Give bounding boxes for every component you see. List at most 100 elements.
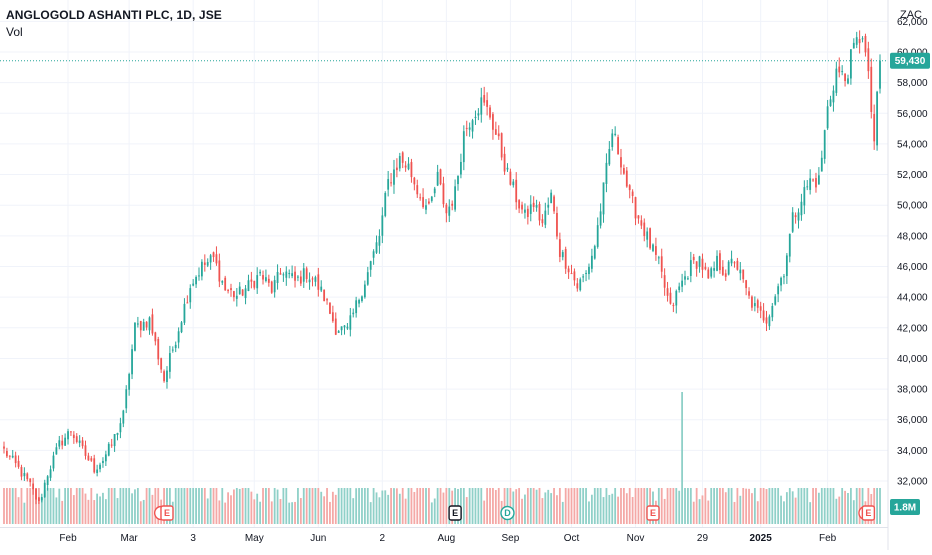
earnings-marker[interactable] xyxy=(448,505,462,521)
candle-body[interactable] xyxy=(634,197,637,219)
candle-body[interactable] xyxy=(139,321,142,331)
candle-body[interactable] xyxy=(620,157,622,168)
candle-body[interactable] xyxy=(6,450,8,457)
candle-body[interactable] xyxy=(780,277,782,286)
candle-body[interactable] xyxy=(198,275,200,277)
candle-body[interactable] xyxy=(582,276,585,278)
candle-body[interactable] xyxy=(567,268,570,273)
candle-body[interactable] xyxy=(631,191,634,197)
candle-body[interactable] xyxy=(462,131,465,163)
candle-body[interactable] xyxy=(166,370,168,383)
candle-body[interactable] xyxy=(99,464,101,470)
candle-body[interactable] xyxy=(663,275,666,288)
candle-body[interactable] xyxy=(716,255,718,271)
candle-body[interactable] xyxy=(430,196,433,201)
candle-body[interactable] xyxy=(861,38,864,40)
candle-body[interactable] xyxy=(622,168,625,174)
candle-body[interactable] xyxy=(573,271,576,281)
candle-body[interactable] xyxy=(489,107,491,118)
candle-body[interactable] xyxy=(369,261,372,270)
candle-body[interactable] xyxy=(751,296,753,308)
candle-body[interactable] xyxy=(858,39,861,44)
candle-body[interactable] xyxy=(492,114,494,130)
candle-body[interactable] xyxy=(494,129,497,135)
candle-body[interactable] xyxy=(174,344,177,349)
candle-body[interactable] xyxy=(43,482,46,498)
candle-body[interactable] xyxy=(311,278,314,280)
candle-body[interactable] xyxy=(585,272,587,274)
candle-body[interactable] xyxy=(797,212,800,221)
candle-body[interactable] xyxy=(398,156,401,169)
candle-body[interactable] xyxy=(483,95,486,103)
candle-body[interactable] xyxy=(739,269,742,274)
candle-body[interactable] xyxy=(317,274,320,290)
candle-body[interactable] xyxy=(625,170,628,187)
candle-body[interactable] xyxy=(841,71,844,73)
candle-body[interactable] xyxy=(823,130,826,159)
candle-body[interactable] xyxy=(323,289,326,302)
candle-body[interactable] xyxy=(518,200,521,209)
candle-body[interactable] xyxy=(395,167,398,171)
candle-body[interactable] xyxy=(652,244,654,251)
candle-body[interactable] xyxy=(375,242,378,253)
candle-body[interactable] xyxy=(579,279,582,291)
candle-body[interactable] xyxy=(393,169,395,185)
candle-body[interactable] xyxy=(529,204,532,214)
candle-body[interactable] xyxy=(61,440,64,446)
candle-body[interactable] xyxy=(617,137,619,155)
candle-body[interactable] xyxy=(474,116,477,119)
candle-body[interactable] xyxy=(550,192,553,204)
candle-body[interactable] xyxy=(465,127,468,129)
candle-body[interactable] xyxy=(838,66,841,73)
candle-body[interactable] xyxy=(692,256,695,261)
candle-body[interactable] xyxy=(238,286,241,295)
candle-body[interactable] xyxy=(512,181,515,186)
candle-body[interactable] xyxy=(203,262,206,265)
candle-body[interactable] xyxy=(611,133,614,148)
candle-body[interactable] xyxy=(849,49,852,79)
candle-body[interactable] xyxy=(163,371,165,382)
candle-body[interactable] xyxy=(788,233,791,257)
candle-body[interactable] xyxy=(436,171,439,186)
candle-body[interactable] xyxy=(20,467,23,477)
candle-body[interactable] xyxy=(608,148,611,165)
candle-body[interactable] xyxy=(442,183,445,205)
candle-body[interactable] xyxy=(497,133,500,137)
candle-body[interactable] xyxy=(535,204,538,208)
candle-body[interactable] xyxy=(136,323,139,325)
candle-body[interactable] xyxy=(439,169,442,185)
candle-body[interactable] xyxy=(643,222,646,237)
candle-body[interactable] xyxy=(183,303,186,323)
candle-body[interactable] xyxy=(876,91,878,146)
candle-body[interactable] xyxy=(32,483,35,490)
candle-body[interactable] xyxy=(14,455,17,464)
candle-body[interactable] xyxy=(177,331,180,343)
candle-body[interactable] xyxy=(791,212,794,232)
candle-body[interactable] xyxy=(515,179,518,203)
candle-body[interactable] xyxy=(628,185,631,191)
candle-body[interactable] xyxy=(253,280,256,288)
candle-body[interactable] xyxy=(52,455,55,469)
candle-body[interactable] xyxy=(655,246,657,255)
candle-body[interactable] xyxy=(710,268,713,277)
candle-body[interactable] xyxy=(855,37,858,45)
candle-body[interactable] xyxy=(29,478,32,483)
candle-body[interactable] xyxy=(588,266,590,275)
candle-body[interactable] xyxy=(276,271,279,284)
candle-body[interactable] xyxy=(241,289,244,296)
candle-body[interactable] xyxy=(212,252,215,258)
candle-body[interactable] xyxy=(340,326,343,331)
candle-body[interactable] xyxy=(302,268,305,282)
candle-body[interactable] xyxy=(457,175,459,185)
candle-body[interactable] xyxy=(806,186,809,188)
candle-body[interactable] xyxy=(433,188,436,194)
candle-body[interactable] xyxy=(451,203,454,206)
candle-body[interactable] xyxy=(299,276,302,284)
candle-body[interactable] xyxy=(742,269,745,280)
candle-body[interactable] xyxy=(256,275,259,289)
candle-body[interactable] xyxy=(366,272,369,285)
candle-body[interactable] xyxy=(721,266,724,275)
candle-body[interactable] xyxy=(113,433,116,447)
candle-body[interactable] xyxy=(75,436,78,442)
candle-body[interactable] xyxy=(157,339,160,360)
